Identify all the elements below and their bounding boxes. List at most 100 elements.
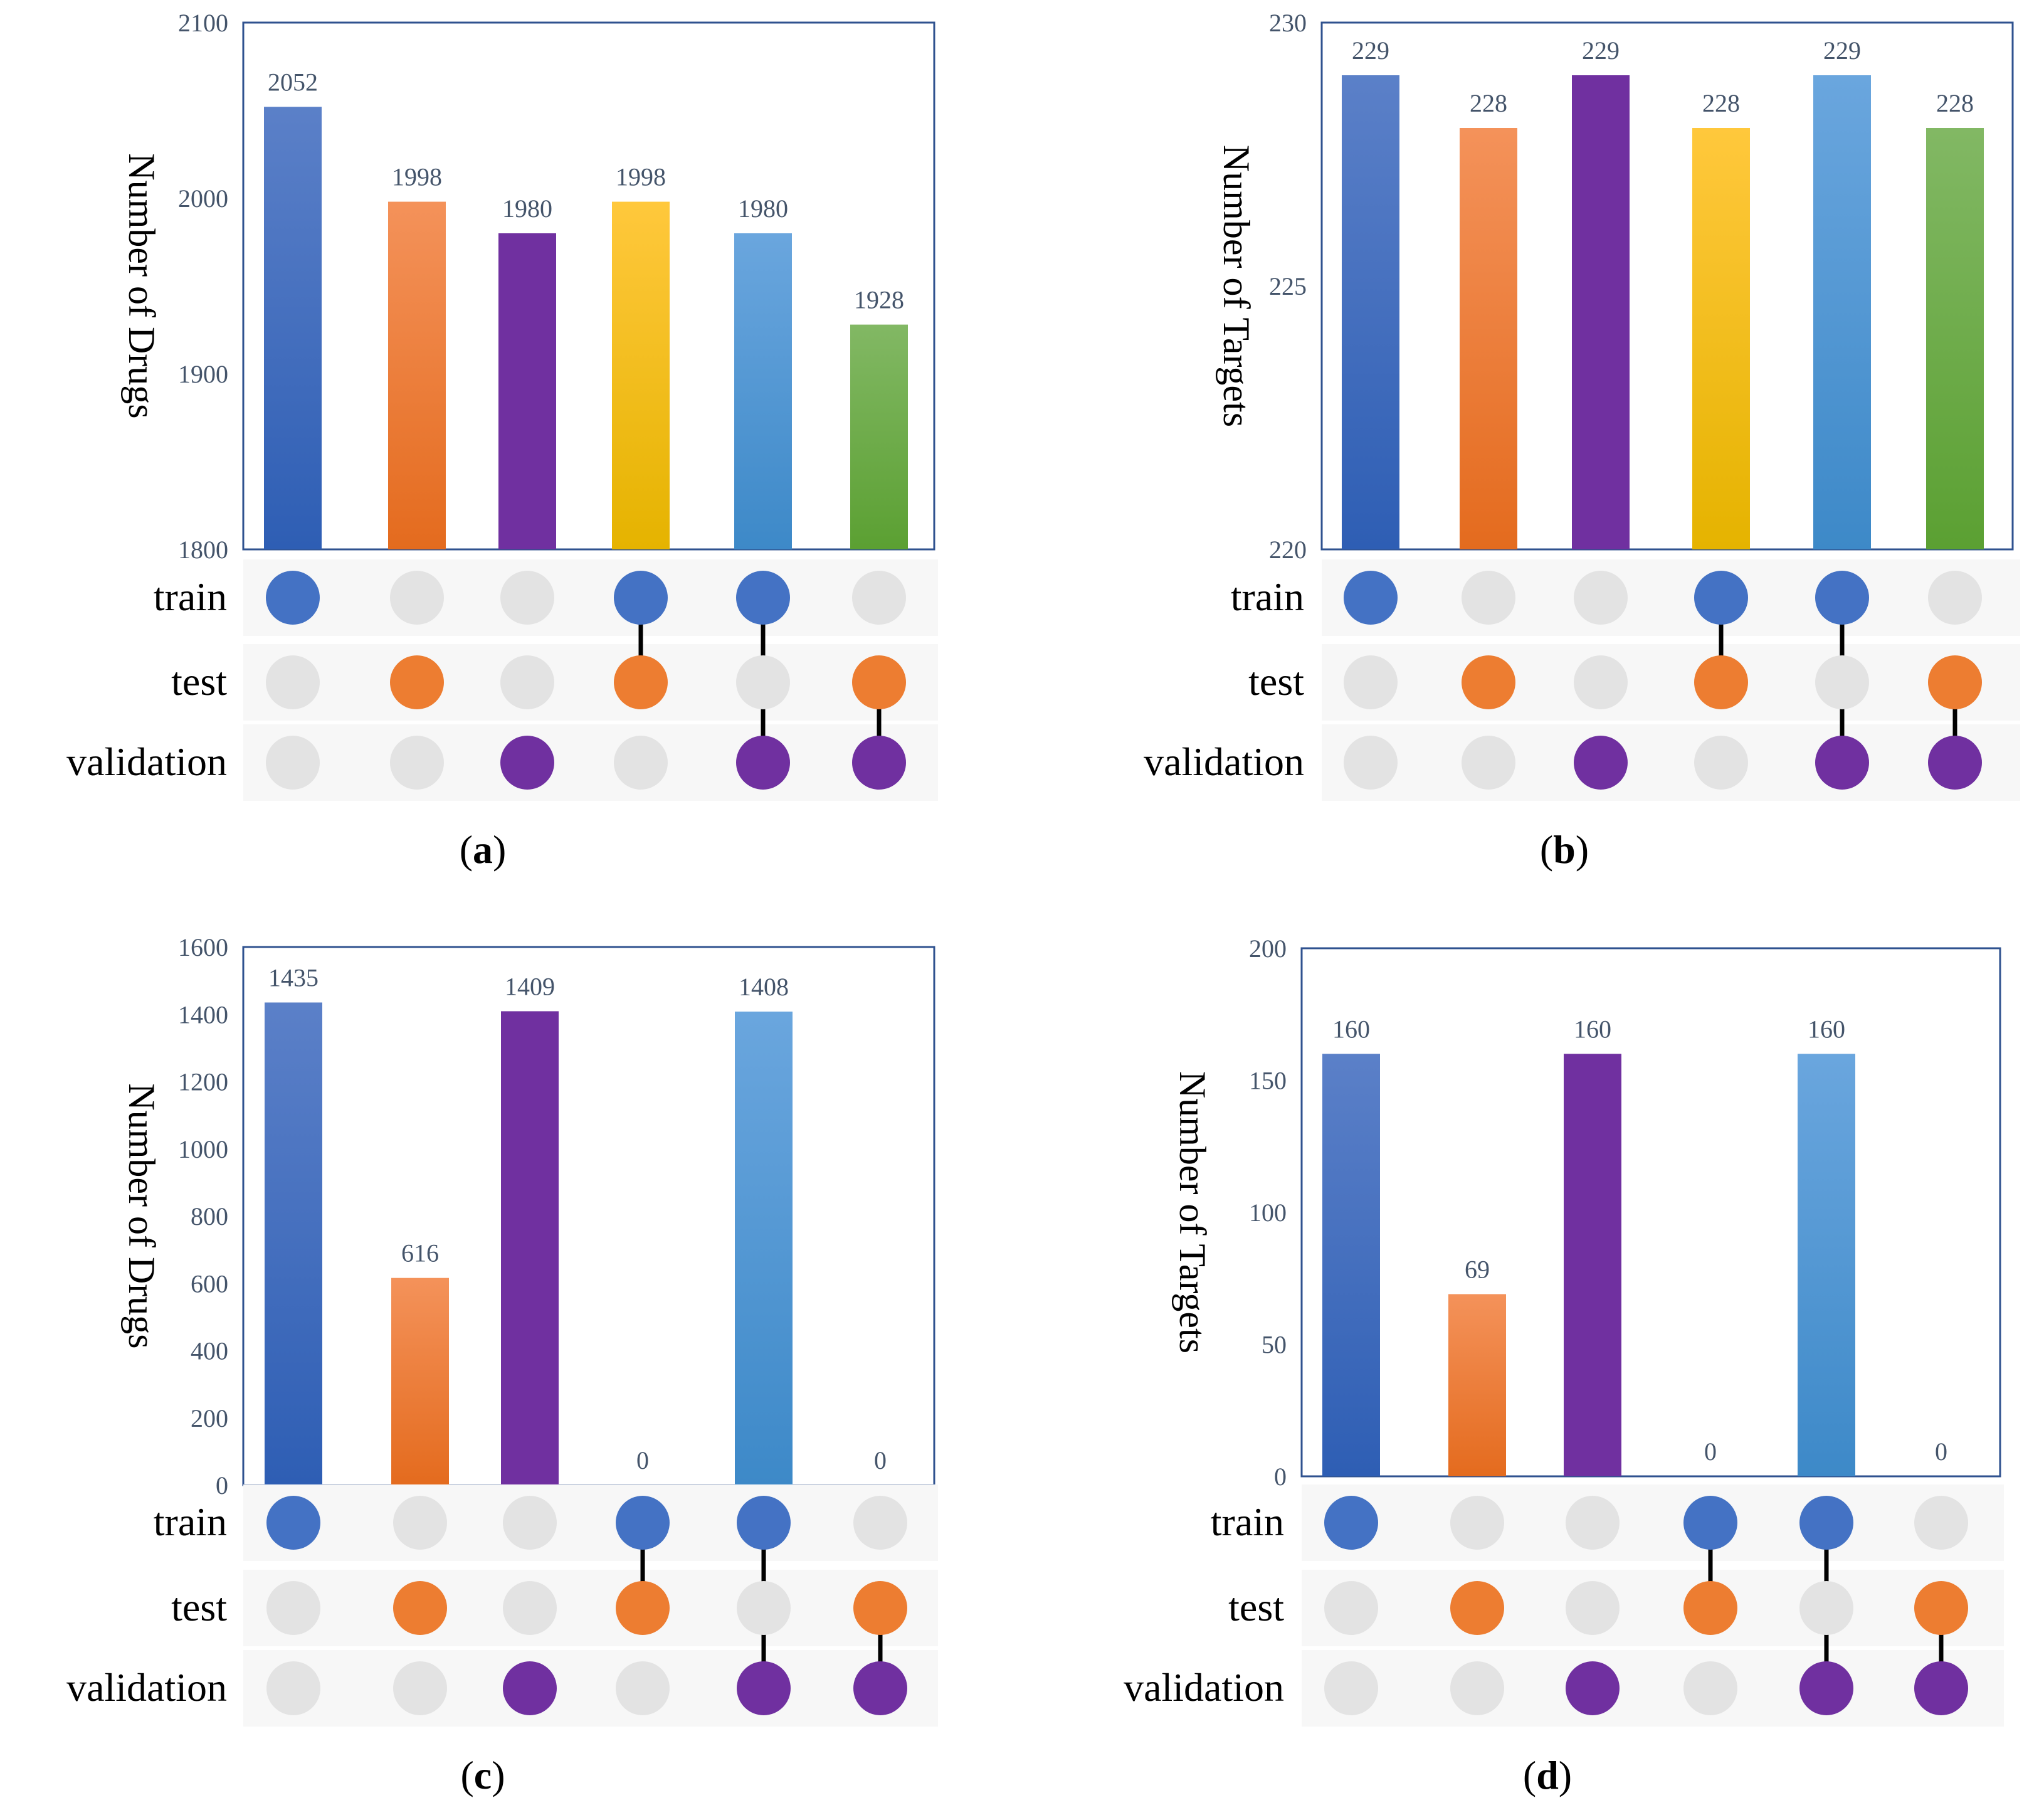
dot-active-train bbox=[1324, 1496, 1378, 1550]
panel-b: 220 225 230 Number of Targets 229 228 229 228 22… bbox=[1144, 9, 2020, 872]
y-tick-label: 0 bbox=[216, 1471, 228, 1500]
dot-inactive bbox=[1815, 655, 1869, 709]
y-tick-label: 1900 bbox=[178, 360, 228, 388]
matrix-row-band bbox=[243, 1650, 938, 1727]
bar-value-label: 1409 bbox=[505, 972, 555, 1000]
dot-active-train bbox=[266, 1496, 320, 1550]
bar-train-validation bbox=[734, 233, 792, 549]
dot-inactive bbox=[390, 736, 444, 790]
y-tick-label: 1000 bbox=[178, 1135, 228, 1163]
dot-inactive bbox=[737, 1581, 791, 1635]
dot-active-train bbox=[737, 1496, 791, 1550]
dot-inactive bbox=[852, 571, 906, 625]
matrix-row-band bbox=[1302, 1484, 2004, 1561]
panel-d: 0 50 100 150 200 Number of Targets 160 69 160 0 16… bbox=[1124, 934, 2004, 1797]
bar-train-test bbox=[1692, 128, 1750, 549]
dot-active-validation bbox=[500, 736, 554, 790]
plot-frame bbox=[242, 946, 935, 1486]
dot-active-test bbox=[1928, 655, 1982, 709]
panel-caption: (a) bbox=[460, 827, 507, 872]
y-tick-label: 225 bbox=[1269, 272, 1307, 300]
bar-test-validation bbox=[850, 324, 908, 549]
y-tick-label: 1200 bbox=[178, 1068, 228, 1096]
bar-validation bbox=[498, 233, 556, 549]
bar-validation bbox=[501, 1011, 559, 1485]
panel-caption: (d) bbox=[1523, 1753, 1572, 1797]
dot-active-test bbox=[1462, 655, 1515, 709]
bar-value-label: 616 bbox=[401, 1239, 439, 1267]
dot-inactive bbox=[1799, 1581, 1853, 1635]
matrix-row-band bbox=[243, 1484, 938, 1561]
set-label-validation: validation bbox=[66, 739, 227, 784]
y-tick-label: 1600 bbox=[178, 933, 228, 961]
y-tick-label: 800 bbox=[191, 1202, 228, 1230]
dot-inactive bbox=[500, 655, 554, 709]
y-tick-label: 1400 bbox=[178, 1000, 228, 1029]
dot-inactive bbox=[1450, 1661, 1504, 1715]
dot-active-validation bbox=[852, 736, 906, 790]
bar-validation bbox=[1564, 1054, 1621, 1476]
dot-active-validation bbox=[736, 736, 790, 790]
dot-active-test bbox=[614, 655, 668, 709]
bar-train bbox=[265, 1002, 322, 1485]
bar-train-test bbox=[612, 201, 670, 550]
y-axis-label: Number of Drugs bbox=[121, 1083, 162, 1348]
dot-active-test bbox=[1694, 655, 1748, 709]
dot-inactive bbox=[1450, 1496, 1504, 1550]
dot-active-validation bbox=[1566, 1661, 1620, 1715]
bar-value-label: 0 bbox=[874, 1446, 887, 1474]
bar-value-label: 1980 bbox=[738, 194, 788, 223]
dot-active-validation bbox=[503, 1661, 557, 1715]
bar-value-label: 160 bbox=[1332, 1015, 1370, 1043]
bar-value-label: 160 bbox=[1808, 1015, 1845, 1043]
dot-inactive bbox=[1574, 571, 1628, 625]
bar-test bbox=[1460, 128, 1517, 549]
dot-active-test bbox=[1683, 1581, 1737, 1635]
y-tick-label: 200 bbox=[1249, 934, 1287, 963]
y-axis-label: Number of Targets bbox=[1172, 1071, 1213, 1353]
dot-inactive bbox=[1324, 1581, 1378, 1635]
dot-inactive bbox=[1928, 571, 1982, 625]
dot-inactive bbox=[500, 571, 554, 625]
bar-value-label: 1998 bbox=[616, 163, 666, 191]
y-tick-label: 50 bbox=[1262, 1331, 1287, 1359]
plot-frame bbox=[1320, 21, 2014, 551]
y-tick-label: 0 bbox=[1274, 1463, 1287, 1491]
dot-inactive bbox=[393, 1496, 447, 1550]
y-tick-label: 2100 bbox=[178, 9, 228, 37]
dot-active-validation bbox=[1914, 1661, 1968, 1715]
bar-value-label: 1980 bbox=[502, 194, 552, 223]
set-label-test: test bbox=[1248, 659, 1304, 704]
dot-inactive bbox=[1914, 1496, 1968, 1550]
matrix-row-band bbox=[1322, 559, 2020, 636]
matrix-row-band bbox=[1302, 1570, 2004, 1646]
dot-inactive bbox=[1566, 1496, 1620, 1550]
y-tick-label: 600 bbox=[191, 1269, 228, 1298]
dot-inactive bbox=[1462, 571, 1515, 625]
bar-value-label: 1435 bbox=[268, 963, 319, 992]
dot-active-train bbox=[736, 571, 790, 625]
dot-active-test bbox=[1450, 1581, 1504, 1635]
dot-inactive bbox=[1324, 1661, 1378, 1715]
dot-active-train bbox=[266, 571, 320, 625]
bar-value-label: 0 bbox=[1704, 1437, 1717, 1466]
dot-inactive bbox=[266, 1661, 320, 1715]
bar-value-label: 69 bbox=[1465, 1256, 1490, 1284]
set-label-train: train bbox=[154, 1500, 227, 1544]
y-tick-label: 400 bbox=[191, 1337, 228, 1365]
set-label-train: train bbox=[1231, 574, 1304, 619]
set-label-test: test bbox=[1228, 1585, 1284, 1629]
dot-active-validation bbox=[1574, 736, 1628, 790]
bar-test bbox=[391, 1278, 449, 1485]
dot-active-validation bbox=[1815, 736, 1869, 790]
dot-active-validation bbox=[853, 1661, 907, 1715]
dot-active-validation bbox=[1928, 736, 1982, 790]
y-tick-label: 150 bbox=[1249, 1067, 1287, 1095]
matrix-row-band bbox=[1322, 724, 2020, 801]
bar-value-label: 2052 bbox=[268, 68, 318, 96]
dot-active-test bbox=[390, 655, 444, 709]
dot-active-test bbox=[852, 655, 906, 709]
dot-active-test bbox=[853, 1581, 907, 1635]
dot-active-train bbox=[614, 571, 668, 625]
